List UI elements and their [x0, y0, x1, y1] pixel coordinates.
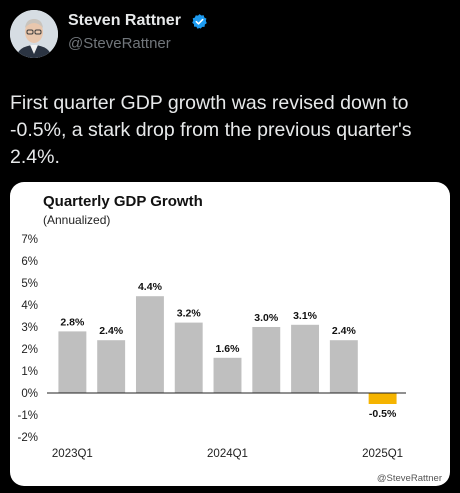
- x-tick-label: 2025Q1: [362, 448, 403, 460]
- x-tick-label: 2023Q1: [52, 448, 93, 460]
- bar-value-label: 2.4%: [332, 325, 357, 337]
- bar-value-label: 3.2%: [177, 308, 202, 320]
- bar: [368, 393, 397, 404]
- bar: [97, 340, 126, 393]
- bar-value-label: 1.6%: [216, 343, 241, 355]
- bar-value-label: 3.0%: [254, 312, 279, 324]
- watermark: @SteveRattner: [377, 473, 442, 484]
- y-tick-label: -1%: [18, 410, 38, 422]
- y-tick-label: 2%: [21, 344, 38, 356]
- y-tick-label: 6%: [21, 256, 38, 268]
- chart-card[interactable]: Quarterly GDP Growth (Annualized) 7% 6% 5%…: [10, 182, 450, 486]
- author-handle[interactable]: @SteveRattner: [68, 35, 171, 52]
- bar: [252, 327, 281, 393]
- bar: [291, 324, 320, 393]
- x-tick-label: 2024Q1: [207, 448, 248, 460]
- chart-subtitle: (Annualized): [43, 213, 110, 227]
- author-name[interactable]: Steven Rattner: [68, 12, 181, 29]
- y-tick-label: 3%: [21, 322, 38, 334]
- y-tick-label: 0%: [21, 388, 38, 400]
- bar: [213, 357, 242, 393]
- bar-value-label: 2.8%: [60, 316, 85, 328]
- bar-value-label: -0.5%: [369, 408, 397, 420]
- bar: [329, 340, 358, 393]
- y-tick-label: 5%: [21, 278, 38, 290]
- bar-value-label: 2.4%: [99, 325, 124, 337]
- bar: [58, 331, 87, 393]
- bar: [135, 296, 164, 393]
- bar: [174, 322, 203, 393]
- y-tick-label: 7%: [21, 234, 38, 246]
- tweet-text: First quarter GDP growth was revised dow…: [10, 92, 412, 168]
- verified-badge-icon: [191, 13, 208, 35]
- chart-title: Quarterly GDP Growth: [43, 193, 203, 210]
- y-tick-label: -2%: [18, 432, 38, 444]
- bar-value-label: 3.1%: [293, 310, 318, 322]
- gdp-bar-chart: Quarterly GDP Growth (Annualized) 7% 6% 5%…: [18, 193, 442, 484]
- y-tick-label: 1%: [21, 366, 38, 378]
- y-tick-label: 4%: [21, 300, 38, 312]
- avatar[interactable]: [10, 10, 58, 58]
- bar-value-label: 4.4%: [138, 281, 163, 293]
